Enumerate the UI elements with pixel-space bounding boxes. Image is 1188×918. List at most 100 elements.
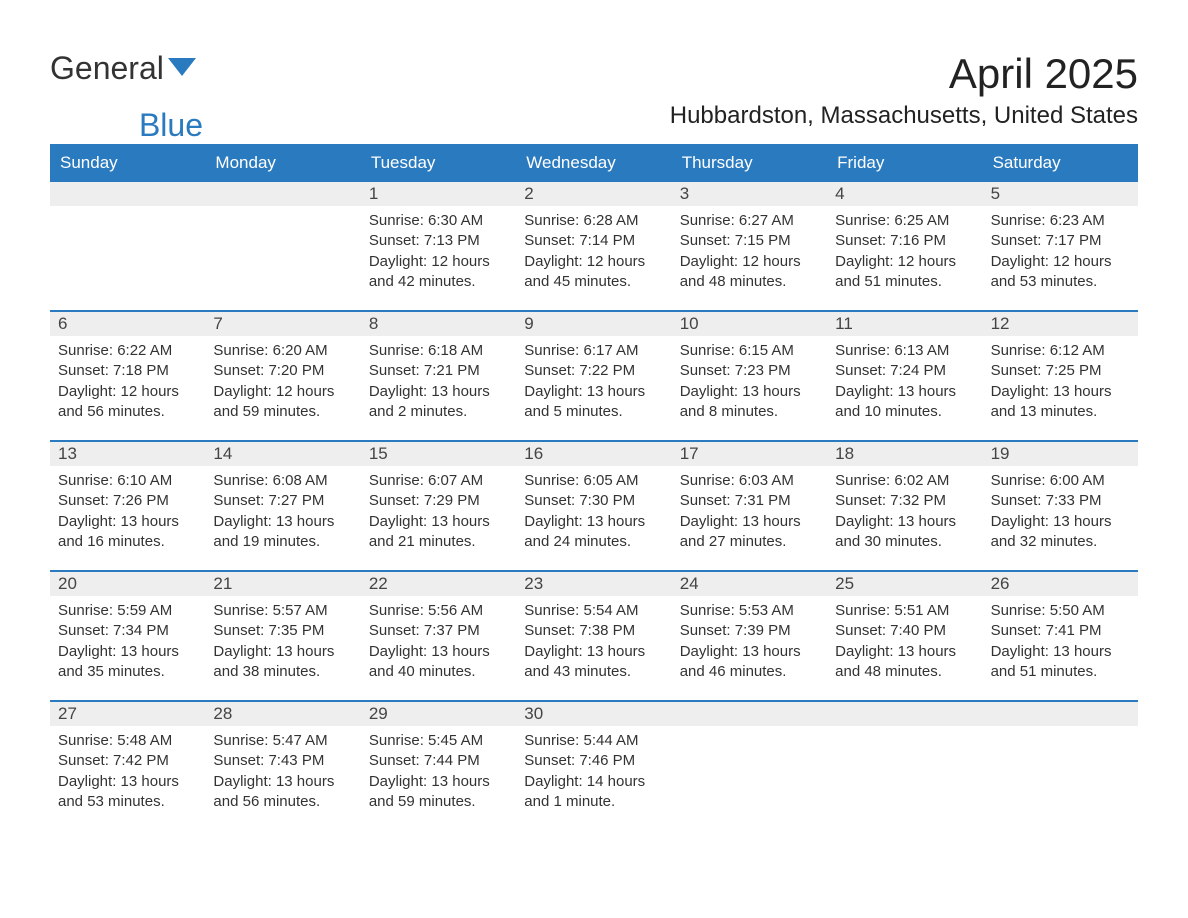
day-number: 27 [50,702,205,726]
sunrise-text: Sunrise: 5:48 AM [58,731,197,751]
daylight-text: Daylight: 13 hours and 16 minutes. [58,512,197,553]
day-cell: 18Sunrise: 6:02 AMSunset: 7:32 PMDayligh… [827,442,982,570]
sunset-text: Sunset: 7:17 PM [991,231,1130,251]
day-body: Sunrise: 5:44 AMSunset: 7:46 PMDaylight:… [516,726,671,818]
day-body: Sunrise: 5:50 AMSunset: 7:41 PMDaylight:… [983,596,1138,688]
sunset-text: Sunset: 7:25 PM [991,361,1130,381]
sunset-text: Sunset: 7:31 PM [680,491,819,511]
daylight-text: Daylight: 13 hours and 48 minutes. [835,642,974,683]
day-number: 24 [672,572,827,596]
sunrise-text: Sunrise: 6:30 AM [369,211,508,231]
sunrise-text: Sunrise: 5:56 AM [369,601,508,621]
day-cell: 24Sunrise: 5:53 AMSunset: 7:39 PMDayligh… [672,572,827,700]
daylight-text: Daylight: 13 hours and 43 minutes. [524,642,663,683]
brand-part1: General [50,50,164,87]
sunrise-text: Sunrise: 6:27 AM [680,211,819,231]
daylight-text: Daylight: 13 hours and 53 minutes. [58,772,197,813]
day-cell: 1Sunrise: 6:30 AMSunset: 7:13 PMDaylight… [361,182,516,310]
day-body: Sunrise: 6:05 AMSunset: 7:30 PMDaylight:… [516,466,671,558]
daylight-text: Daylight: 13 hours and 19 minutes. [213,512,352,553]
day-body: Sunrise: 6:18 AMSunset: 7:21 PMDaylight:… [361,336,516,428]
day-body: Sunrise: 6:03 AMSunset: 7:31 PMDaylight:… [672,466,827,558]
sunset-text: Sunset: 7:43 PM [213,751,352,771]
day-number: 17 [672,442,827,466]
day-cell: 27Sunrise: 5:48 AMSunset: 7:42 PMDayligh… [50,702,205,830]
page-title: April 2025 [949,50,1138,98]
daylight-text: Daylight: 13 hours and 46 minutes. [680,642,819,683]
day-number [50,182,205,206]
day-number: 9 [516,312,671,336]
day-body: Sunrise: 6:22 AMSunset: 7:18 PMDaylight:… [50,336,205,428]
location-subtitle: Hubbardston, Massachusetts, United State… [670,102,1138,130]
dayheader-sat: Saturday [983,146,1138,180]
sunset-text: Sunset: 7:32 PM [835,491,974,511]
day-number: 30 [516,702,671,726]
sunrise-text: Sunrise: 6:00 AM [991,471,1130,491]
day-number: 28 [205,702,360,726]
dayheader-wed: Wednesday [516,146,671,180]
daylight-text: Daylight: 13 hours and 51 minutes. [991,642,1130,683]
sunset-text: Sunset: 7:24 PM [835,361,974,381]
day-body: Sunrise: 6:00 AMSunset: 7:33 PMDaylight:… [983,466,1138,558]
day-cell [672,702,827,830]
day-body [827,726,982,822]
day-body: Sunrise: 6:20 AMSunset: 7:20 PMDaylight:… [205,336,360,428]
day-cell [827,702,982,830]
sunrise-text: Sunrise: 6:12 AM [991,341,1130,361]
week-row: 1Sunrise: 6:30 AMSunset: 7:13 PMDaylight… [50,180,1138,310]
day-body: Sunrise: 6:30 AMSunset: 7:13 PMDaylight:… [361,206,516,298]
sunrise-text: Sunrise: 5:47 AM [213,731,352,751]
daylight-text: Daylight: 13 hours and 24 minutes. [524,512,663,553]
day-cell: 29Sunrise: 5:45 AMSunset: 7:44 PMDayligh… [361,702,516,830]
day-cell: 12 Sunrise: 6:12 AMSunset: 7:25 PMDayligh… [983,312,1138,440]
daylight-text: Daylight: 12 hours and 56 minutes. [58,382,197,423]
week-row: 27Sunrise: 5:48 AMSunset: 7:42 PMDayligh… [50,700,1138,830]
day-number: 4 [827,182,982,206]
calendar: Sunday Monday Tuesday Wednesday Thursday… [50,144,1138,830]
sunset-text: Sunset: 7:33 PM [991,491,1130,511]
daylight-text: Daylight: 14 hours and 1 minute. [524,772,663,813]
day-number: 10 [672,312,827,336]
day-number: 13 [50,442,205,466]
sunset-text: Sunset: 7:40 PM [835,621,974,641]
day-cell [205,182,360,310]
day-number: 12 [983,312,1138,336]
day-cell: 22Sunrise: 5:56 AMSunset: 7:37 PMDayligh… [361,572,516,700]
day-body: Sunrise: 6:15 AMSunset: 7:23 PMDaylight:… [672,336,827,428]
sunrise-text: Sunrise: 6:22 AM [58,341,197,361]
daylight-text: Daylight: 13 hours and 2 minutes. [369,382,508,423]
daylight-text: Daylight: 13 hours and 5 minutes. [524,382,663,423]
sunset-text: Sunset: 7:38 PM [524,621,663,641]
brand-logo: General [50,50,198,87]
day-body: Sunrise: 6:07 AMSunset: 7:29 PMDaylight:… [361,466,516,558]
day-cell: 19Sunrise: 6:00 AMSunset: 7:33 PMDayligh… [983,442,1138,570]
sunrise-text: Sunrise: 6:18 AM [369,341,508,361]
daylight-text: Daylight: 13 hours and 38 minutes. [213,642,352,683]
day-body: Sunrise: 5:57 AMSunset: 7:35 PMDaylight:… [205,596,360,688]
day-number: 15 [361,442,516,466]
day-cell: 14Sunrise: 6:08 AMSunset: 7:27 PMDayligh… [205,442,360,570]
brand-logo-line2: GenerBlue [50,107,203,144]
day-number: 3 [672,182,827,206]
day-number [205,182,360,206]
sunset-text: Sunset: 7:34 PM [58,621,197,641]
day-cell: 9Sunrise: 6:17 AMSunset: 7:22 PMDaylight… [516,312,671,440]
sunrise-text: Sunrise: 6:17 AM [524,341,663,361]
daylight-text: Daylight: 13 hours and 13 minutes. [991,382,1130,423]
sunset-text: Sunset: 7:20 PM [213,361,352,381]
day-number: 5 [983,182,1138,206]
daylight-text: Daylight: 12 hours and 42 minutes. [369,252,508,293]
day-body [205,206,360,302]
day-body: Sunrise: 6:23 AMSunset: 7:17 PMDaylight:… [983,206,1138,298]
day-body: Sunrise: 6:10 AMSunset: 7:26 PMDaylight:… [50,466,205,558]
day-cell: 7Sunrise: 6:20 AMSunset: 7:20 PMDaylight… [205,312,360,440]
day-body [672,726,827,822]
brand-part2: Blue [139,107,203,144]
sunset-text: Sunset: 7:44 PM [369,751,508,771]
sunrise-text: Sunrise: 6:02 AM [835,471,974,491]
day-cell: 28Sunrise: 5:47 AMSunset: 7:43 PMDayligh… [205,702,360,830]
sunrise-text: Sunrise: 6:07 AM [369,471,508,491]
day-number: 7 [205,312,360,336]
day-cell: 17Sunrise: 6:03 AMSunset: 7:31 PMDayligh… [672,442,827,570]
day-cell: 6Sunrise: 6:22 AMSunset: 7:18 PMDaylight… [50,312,205,440]
